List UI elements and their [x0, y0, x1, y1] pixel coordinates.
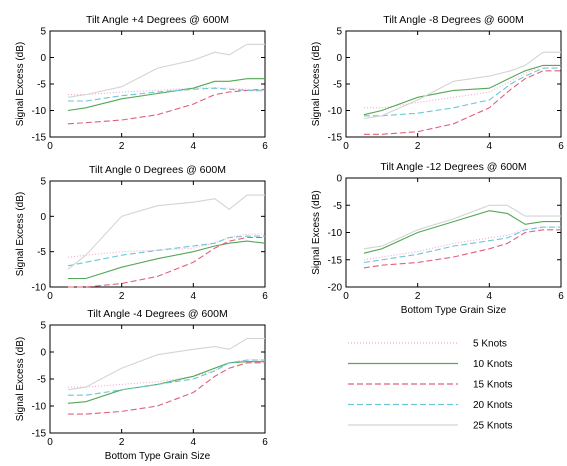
series-line-25-knots [363, 51, 561, 120]
legend-label: 20 Knots [473, 400, 512, 411]
series-line-20-knots [67, 235, 265, 267]
series-line-15-knots [363, 70, 561, 135]
y-tick-label: -10 [32, 402, 47, 413]
plot-frame [49, 30, 266, 138]
y-tick-label: -5 [333, 80, 342, 91]
x-tick-label: 4 [191, 437, 197, 448]
x-tick-label: 4 [191, 141, 197, 152]
subplot-4: 0 2 4 6 5 0 -5 -10 -15 Tilt Angle -4 Degrees @ 60… [15, 308, 268, 462]
y-axis-label: Signal Excess (dB) [15, 337, 26, 421]
series-line-20-knots [363, 67, 561, 117]
y-tick-label: -15 [32, 133, 47, 144]
y-tick-label: -10 [328, 106, 343, 117]
y-tick-label: -15 [328, 255, 343, 266]
x-tick-label: 2 [415, 141, 421, 152]
chart-title: Tilt Angle -8 Degrees @ 600M [383, 14, 523, 26]
chart-title: Tilt Angle +4 Degrees @ 600M [86, 14, 229, 26]
x-tick-label: 0 [47, 291, 53, 302]
y-tick-label: -5 [37, 375, 46, 386]
chart-title: Tilt Angle -4 Degrees @ 600M [87, 308, 227, 320]
x-tick-label: 4 [191, 291, 197, 302]
x-tick-label: 4 [487, 141, 493, 152]
series-line-25-knots [67, 43, 265, 98]
x-tick-label: 2 [119, 141, 125, 152]
x-tick-label: 0 [343, 291, 349, 302]
series-line-20-knots [67, 359, 265, 396]
y-tick-label: 5 [336, 27, 342, 38]
x-axis-label: Bottom Type Grain Size [105, 451, 211, 462]
series-line-25-knots [363, 204, 561, 250]
series-line-20-knots [363, 226, 561, 264]
series-line-5-knots [67, 233, 265, 258]
y-axis-label: Signal Excess (dB) [15, 192, 26, 276]
subplot-3: 0 2 4 6 0 -5 -10 -15 -20 Tilt Angle -12 Degrees @… [311, 161, 564, 316]
series-line-20-knots [67, 87, 266, 102]
series-line-5-knots [363, 226, 561, 261]
y-tick-label: -10 [328, 228, 343, 239]
y-tick-label: 5 [40, 27, 46, 38]
y-tick-label: -5 [37, 247, 46, 258]
series-line-25-knots [67, 337, 265, 391]
y-tick-label: 0 [40, 348, 46, 359]
legend-label: 10 Knots [473, 359, 512, 370]
series-line-15-knots [363, 229, 561, 269]
x-axis-label: Bottom Type Grain Size [401, 305, 507, 316]
y-tick-label: -15 [328, 133, 343, 144]
legend: 5 Knots 10 Knots 15 Knots 20 Knots 25 Knots [348, 339, 512, 432]
y-axis-label: Signal Excess (dB) [311, 190, 322, 274]
plot-frame [49, 180, 266, 288]
series-line-15-knots [67, 88, 266, 125]
x-tick-label: 0 [47, 141, 53, 152]
y-axis-label: Signal Excess (dB) [311, 42, 322, 126]
y-tick-label: 5 [40, 321, 46, 332]
x-tick-label: 6 [262, 141, 268, 152]
legend-label: 25 Knots [473, 421, 512, 432]
x-tick-label: 2 [415, 291, 421, 302]
series-line-15-knots [67, 362, 265, 415]
series-line-10-knots [67, 361, 265, 404]
y-tick-label: -10 [32, 283, 47, 294]
x-tick-label: 6 [262, 291, 268, 302]
y-tick-label: 0 [40, 212, 46, 223]
subplot-2: 0 2 4 6 5 0 -5 -10 Tilt Angle 0 Degrees @ 600M Si… [15, 164, 268, 302]
y-tick-label: -10 [32, 106, 47, 117]
series-line-5-knots [363, 64, 561, 109]
legend-label: 15 Knots [473, 380, 512, 391]
x-tick-label: 2 [119, 437, 125, 448]
x-tick-label: 4 [487, 291, 493, 302]
legend-label: 5 Knots [473, 339, 507, 350]
x-tick-label: 6 [558, 291, 564, 302]
series-line-10-knots [363, 210, 561, 254]
chart-title: Tilt Angle -12 Degrees @ 600M [380, 161, 526, 173]
x-tick-label: 6 [558, 141, 564, 152]
y-tick-label: 5 [40, 177, 46, 188]
x-tick-label: 2 [119, 291, 125, 302]
y-tick-label: 0 [336, 53, 342, 64]
y-tick-label: -20 [328, 283, 343, 294]
y-tick-label: -5 [37, 80, 46, 91]
y-tick-label: -15 [32, 429, 47, 440]
series-line-15-knots [67, 236, 265, 288]
y-axis-label: Signal Excess (dB) [15, 42, 26, 126]
series-line-10-knots [67, 78, 265, 112]
y-tick-label: -5 [333, 201, 342, 212]
plot-frame [49, 324, 266, 434]
series-line-10-knots [363, 64, 561, 116]
plot-frame [345, 177, 562, 288]
y-tick-label: 0 [336, 174, 342, 185]
subplot-1: 0 2 4 6 5 0 -5 -10 -15 Tilt Angle -8 Degrees @ 60… [311, 14, 564, 152]
plot-frame [345, 30, 562, 138]
x-tick-label: 6 [262, 437, 268, 448]
y-tick-label: 0 [40, 53, 46, 64]
x-tick-label: 0 [47, 437, 53, 448]
x-tick-label: 0 [343, 141, 349, 152]
series-line-10-knots [67, 240, 266, 280]
chart-title: Tilt Angle 0 Degrees @ 600M [89, 164, 226, 176]
subplot-0: 0 2 4 6 5 0 -5 -10 -15 Tilt Angle +4 Degrees @ 60… [15, 14, 268, 152]
series-line-25-knots [67, 194, 265, 270]
